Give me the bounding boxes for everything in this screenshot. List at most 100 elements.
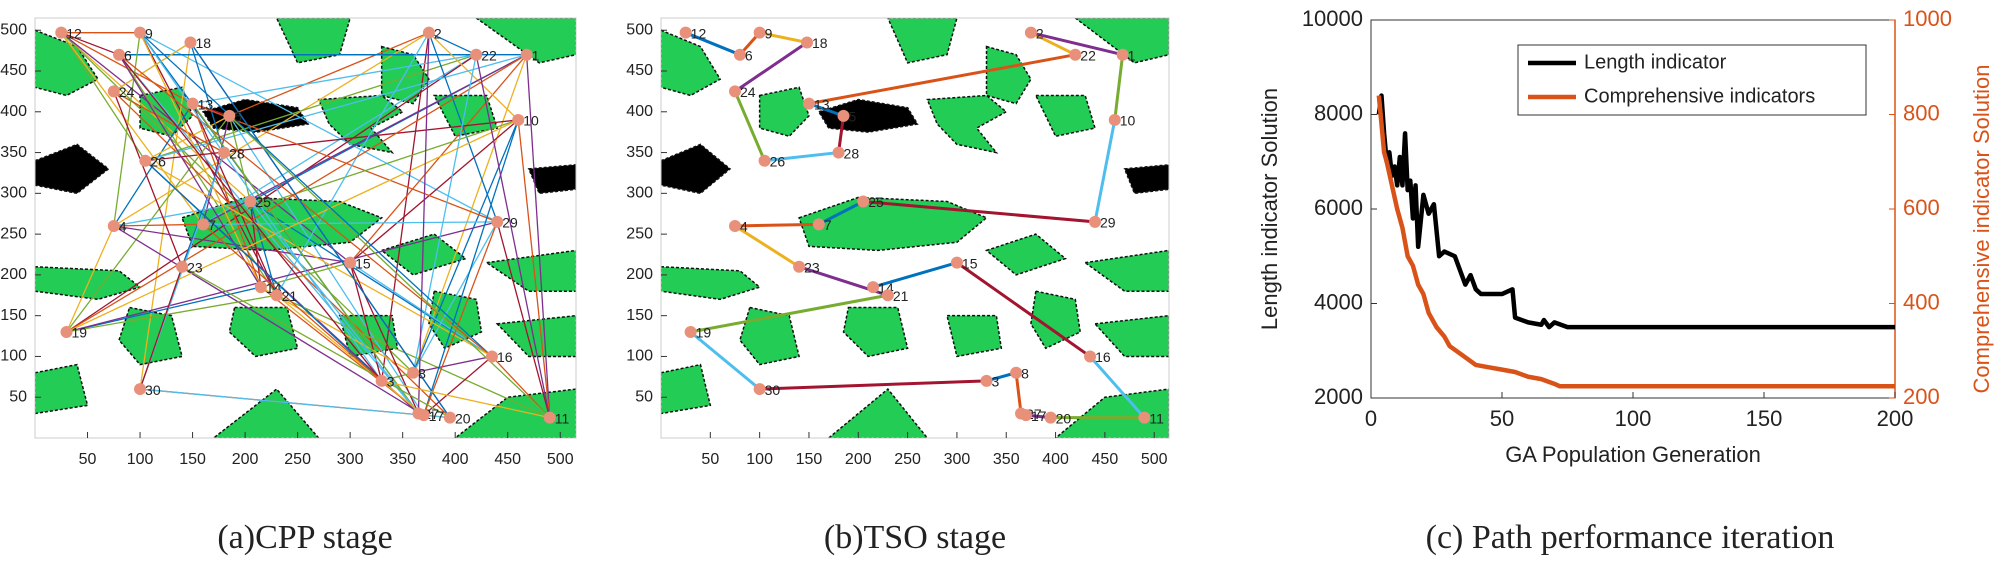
path-segment bbox=[872, 261, 958, 289]
node bbox=[1019, 409, 1032, 422]
y2-tick-label: 200 bbox=[1903, 384, 1940, 409]
path-segment bbox=[956, 261, 1091, 358]
node-label: 8 bbox=[1021, 365, 1029, 381]
node bbox=[753, 383, 766, 396]
node-label: 9 bbox=[765, 25, 773, 41]
node bbox=[485, 350, 498, 363]
path-segment bbox=[139, 32, 493, 357]
y-tick-label: 300 bbox=[626, 185, 653, 202]
y-tick-label: 4000 bbox=[1314, 289, 1363, 314]
path-segment bbox=[203, 221, 498, 225]
path-segment bbox=[66, 286, 262, 333]
node bbox=[1084, 350, 1097, 363]
node-label: 17 bbox=[429, 408, 445, 424]
path-segment bbox=[65, 225, 115, 333]
path-segment bbox=[491, 356, 551, 419]
node bbox=[679, 26, 692, 39]
y2-axis-label: Comprehensive indicator Solution bbox=[1969, 65, 1994, 394]
y2-tick-label: 400 bbox=[1903, 289, 1940, 314]
free-zone bbox=[758, 86, 810, 138]
path-segment bbox=[260, 286, 414, 374]
x-tick-label: 200 bbox=[1877, 406, 1914, 431]
y-tick-label: 200 bbox=[0, 266, 27, 283]
path-segment bbox=[139, 266, 183, 390]
node bbox=[758, 154, 771, 167]
y-tick-label: 400 bbox=[0, 103, 27, 120]
node bbox=[802, 97, 815, 110]
node bbox=[223, 109, 236, 122]
node bbox=[832, 146, 845, 159]
node bbox=[113, 48, 126, 61]
node bbox=[1116, 48, 1129, 61]
free-zone bbox=[495, 314, 576, 358]
path-segment bbox=[139, 388, 451, 419]
free-zone bbox=[984, 233, 1067, 276]
path-segment bbox=[349, 262, 420, 414]
x-tick-label: 150 bbox=[179, 451, 206, 468]
x-axis-label: GA Population Generation bbox=[1505, 442, 1761, 467]
path-segment bbox=[192, 54, 477, 105]
path-segment bbox=[1113, 54, 1125, 121]
path-segment bbox=[412, 221, 498, 374]
node bbox=[55, 26, 68, 39]
path-segment bbox=[139, 42, 192, 390]
path-segment bbox=[118, 54, 278, 296]
node-label: 22 bbox=[1080, 47, 1096, 63]
path-segment bbox=[734, 224, 800, 269]
path-segment bbox=[118, 54, 419, 414]
node bbox=[270, 289, 283, 302]
node bbox=[134, 383, 147, 396]
path-segment bbox=[517, 119, 551, 418]
node-label: 11 bbox=[555, 410, 570, 426]
path-segment bbox=[1014, 372, 1023, 414]
node-label: 19 bbox=[696, 325, 712, 341]
path-segment bbox=[202, 119, 519, 225]
node-label: 30 bbox=[145, 382, 161, 398]
node bbox=[950, 256, 963, 269]
x-tick-label: 50 bbox=[701, 451, 719, 468]
path-segment bbox=[1088, 355, 1146, 419]
path-segment bbox=[689, 330, 761, 391]
node bbox=[1089, 215, 1102, 228]
x-tick-label: 450 bbox=[1092, 451, 1119, 468]
path-segment bbox=[65, 115, 230, 333]
node bbox=[1044, 411, 1057, 424]
y-tick-label: 2000 bbox=[1314, 384, 1363, 409]
node bbox=[139, 154, 152, 167]
free-zone bbox=[985, 45, 1032, 105]
x-tick-label: 300 bbox=[944, 451, 971, 468]
node-label: 24 bbox=[740, 84, 756, 100]
node bbox=[881, 289, 894, 302]
node-label: 7 bbox=[824, 217, 832, 233]
x-tick-label: 400 bbox=[442, 451, 469, 468]
path-segment bbox=[113, 225, 425, 416]
node bbox=[728, 219, 741, 232]
x-tick-label: 0 bbox=[1365, 406, 1377, 431]
node-label: 23 bbox=[804, 259, 820, 275]
path-segment bbox=[412, 119, 519, 374]
node-label: 23 bbox=[187, 259, 203, 275]
path-segment bbox=[276, 294, 425, 416]
path-segment bbox=[837, 115, 845, 153]
path-segment bbox=[113, 41, 191, 92]
y-tick-label: 250 bbox=[0, 225, 27, 242]
path-segment bbox=[808, 53, 1076, 106]
free-zone bbox=[432, 94, 499, 138]
node bbox=[1138, 411, 1151, 424]
node-label: 18 bbox=[195, 35, 211, 51]
node bbox=[244, 195, 257, 208]
y-tick-label: 150 bbox=[626, 307, 653, 324]
free-zone bbox=[212, 388, 320, 438]
path-segment bbox=[113, 91, 183, 267]
node bbox=[1010, 366, 1023, 379]
path-segment bbox=[423, 221, 498, 416]
y-tick-label: 100 bbox=[626, 348, 653, 365]
x-tick-label: 250 bbox=[284, 451, 311, 468]
path-segment bbox=[1030, 31, 1076, 57]
node-label: 12 bbox=[691, 25, 707, 41]
path-segment bbox=[759, 379, 987, 391]
path-segment bbox=[733, 90, 766, 162]
path-segment bbox=[1093, 119, 1117, 223]
node bbox=[184, 36, 197, 49]
path-segment bbox=[139, 32, 262, 288]
